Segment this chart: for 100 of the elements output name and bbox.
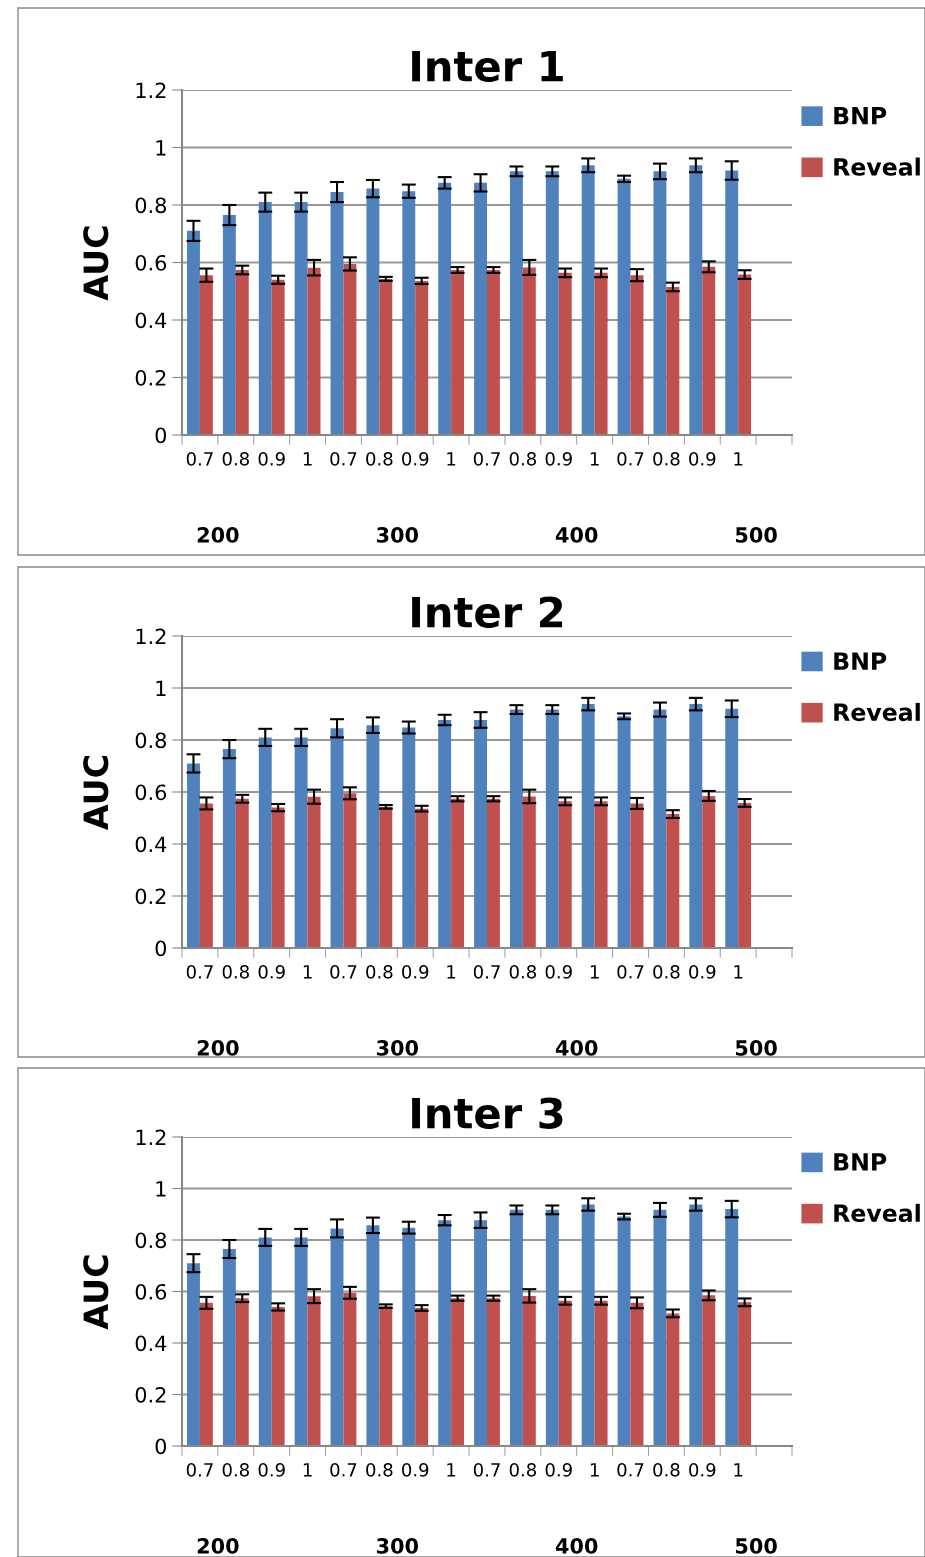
bar: [617, 178, 631, 435]
bar: [474, 182, 487, 435]
x-tick-label: 0.8: [653, 451, 680, 466]
text: 200: [197, 1040, 239, 1056]
bar: [738, 1302, 752, 1446]
text: 300: [376, 1040, 419, 1056]
y-axis-title: AUC: [83, 226, 109, 301]
bar: [222, 749, 236, 948]
x-tick-label: 0.8: [222, 1462, 249, 1477]
bar: [294, 202, 308, 435]
y-tick-label: 0.2: [135, 1386, 166, 1403]
bar: [594, 801, 608, 948]
bar: [451, 1298, 465, 1446]
legend-label: Reveal: [834, 1203, 920, 1223]
bar: [366, 188, 380, 435]
x-tick-label: 0.8: [222, 451, 249, 466]
bar: [738, 802, 752, 948]
bar: [581, 704, 595, 948]
text: 200: [197, 527, 239, 543]
x-tick-label: 0.9: [402, 1462, 429, 1477]
bar: [451, 798, 465, 948]
text: 500: [735, 527, 777, 543]
bar: [558, 272, 572, 435]
bar: [294, 1237, 308, 1446]
x-tick-label: 0.9: [258, 451, 285, 466]
y-tick-label: 0.2: [135, 888, 166, 905]
bar: [343, 263, 357, 435]
bar: [235, 1298, 249, 1446]
bar: [617, 716, 631, 948]
y-tick-label: 1.2: [136, 82, 166, 98]
x-tick-label: 1: [447, 1463, 456, 1477]
bar: [509, 709, 523, 948]
y-tick-label: 0: [155, 940, 167, 957]
x-tick-label: 0.8: [509, 1462, 536, 1477]
bar: [653, 1209, 667, 1446]
bar: [402, 727, 416, 948]
x-tick-label: 0.7: [330, 1462, 357, 1477]
y-tick-label: 1: [156, 680, 166, 696]
x-tick-label: 1: [303, 452, 312, 466]
bar: [630, 1302, 644, 1446]
bar: [581, 165, 595, 435]
bar: [487, 798, 500, 948]
legend-label: BNP: [834, 1153, 887, 1171]
bar: [271, 807, 285, 948]
bar: [187, 1263, 200, 1446]
bar: [451, 269, 465, 435]
bar: [415, 808, 429, 948]
x-tick-label: 0.8: [366, 451, 393, 466]
bar: [666, 286, 680, 435]
text: 400: [555, 527, 598, 543]
bar: [689, 165, 703, 435]
bar: [630, 275, 644, 435]
x-tick-label: 0.7: [473, 964, 500, 979]
y-tick-label: 1: [156, 140, 166, 156]
x-tick-label: 0.9: [258, 964, 285, 979]
bar: [235, 798, 249, 948]
bar: [343, 793, 357, 948]
bar: [522, 1295, 536, 1446]
bar: [330, 1228, 344, 1446]
y-tick-label: 1.2: [136, 1129, 166, 1145]
x-tick-label: 1: [734, 1463, 743, 1477]
bar: [487, 1298, 500, 1446]
bar: [666, 814, 680, 948]
text: 400: [555, 1040, 598, 1056]
bar: [271, 279, 285, 435]
bar: [581, 1204, 595, 1446]
chart-title: Inter 2: [412, 596, 563, 628]
x-tick-label: 0.9: [545, 1462, 572, 1477]
bar: [702, 266, 716, 435]
bar: [630, 803, 644, 948]
bar: [558, 1300, 572, 1446]
x-tick-label: 0.9: [402, 451, 429, 466]
bar: [522, 267, 536, 435]
x-tick-label: 0.7: [617, 1462, 644, 1477]
bar: [594, 1300, 608, 1446]
text: 500: [735, 1538, 777, 1554]
bar: [402, 191, 416, 435]
bar: [558, 801, 572, 948]
bar: [438, 182, 452, 435]
bar: [617, 1216, 631, 1446]
legend-label: Reveal: [834, 702, 920, 722]
bar: [235, 269, 249, 435]
bar: [199, 1302, 213, 1446]
x-tick-label: 0.7: [186, 1462, 213, 1477]
y-axis-title: AUC: [83, 755, 109, 830]
bar: [271, 1306, 285, 1446]
bar: [594, 272, 608, 435]
bar: [379, 806, 393, 948]
x-tick-label: 0.7: [473, 451, 500, 466]
y-tick-label: 0: [155, 1438, 167, 1455]
x-tick-label: 0.9: [689, 451, 716, 466]
x-tick-label: 1: [734, 965, 743, 979]
text: 400: [555, 1538, 598, 1554]
bar: [366, 1225, 380, 1446]
bar: [402, 1227, 416, 1446]
bar: [474, 1220, 487, 1446]
bar: [307, 796, 321, 948]
chart-title: Inter 3: [412, 1097, 563, 1129]
bar: [438, 719, 452, 948]
bar: [653, 709, 667, 948]
